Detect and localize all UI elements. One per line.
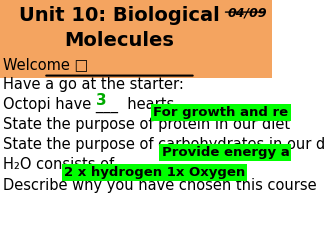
Text: Have a go at the starter:: Have a go at the starter: (3, 77, 183, 92)
Text: State the purpose of protein in our diet: State the purpose of protein in our diet (3, 117, 290, 132)
Text: Describe why you have chosen this course: Describe why you have chosen this course (3, 178, 316, 193)
Text: Welcome □: Welcome □ (3, 57, 88, 72)
Text: 2 x hydrogen 1x Oxygen: 2 x hydrogen 1x Oxygen (64, 166, 245, 179)
FancyBboxPatch shape (0, 0, 271, 78)
Text: Molecules: Molecules (65, 32, 174, 50)
Text: Octopi have ___  hearts: Octopi have ___ hearts (3, 97, 174, 113)
Text: State the purpose of carbohydrates in our d: State the purpose of carbohydrates in ou… (3, 137, 325, 152)
Text: 04/09: 04/09 (228, 6, 267, 19)
Text: 3: 3 (96, 93, 107, 108)
Text: Unit 10: Biological: Unit 10: Biological (19, 6, 220, 25)
Text: Provide energy a: Provide energy a (162, 146, 289, 159)
Text: H₂O consists of_: H₂O consists of_ (3, 157, 121, 173)
Text: For growth and re: For growth and re (154, 106, 289, 119)
